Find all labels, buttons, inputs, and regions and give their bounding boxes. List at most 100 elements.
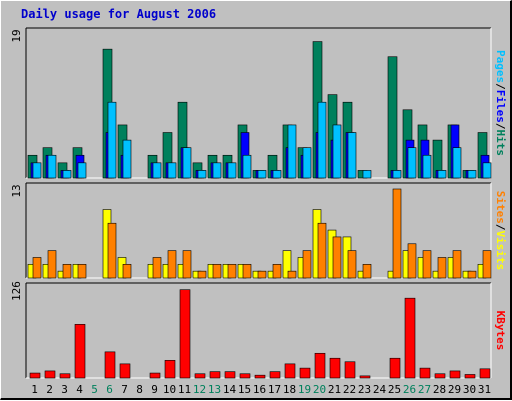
bar-pages-day-3 (62, 170, 72, 179)
x-tick-label-9: 9 (151, 383, 158, 396)
x-tick-label-14: 14 (223, 383, 237, 396)
x-tick-label-15: 15 (238, 383, 251, 396)
bar-sites-day-19 (302, 250, 312, 279)
bar-sites-day-17 (272, 264, 282, 279)
bar-kbytes-day-12 (194, 373, 206, 379)
bar-kbytes-day-22 (344, 361, 356, 379)
bar-pages-day-1 (32, 162, 42, 179)
bar-pages-day-19 (302, 147, 312, 179)
legend-bottom-part-1: KBytes (494, 311, 507, 351)
bar-kbytes-day-3 (59, 373, 71, 379)
x-tick-label-3: 3 (61, 383, 68, 396)
x-tick-label-24: 24 (373, 383, 387, 396)
x-tick-label-18: 18 (283, 383, 296, 396)
bar-pages-day-27 (422, 154, 432, 179)
bar-sites-day-9 (152, 257, 162, 279)
bar-pages-day-21 (332, 124, 342, 179)
x-tick-label-19: 19 (298, 383, 311, 396)
legend-middle-part-3: Visits (494, 231, 507, 271)
x-tick-label-29: 29 (448, 383, 461, 396)
bar-pages-day-31 (482, 162, 492, 179)
x-tick-label-8: 8 (136, 383, 143, 396)
bar-pages-day-20 (317, 101, 327, 179)
bar-hits-day-25 (387, 56, 398, 179)
legend-top: Pages/Files/Hits (494, 50, 507, 156)
x-tick-label-2: 2 (46, 383, 53, 396)
bar-pages-day-18 (287, 124, 297, 179)
bar-sites-day-3 (62, 264, 72, 279)
bar-pages-day-11 (182, 147, 192, 179)
bar-sites-day-10 (167, 250, 177, 279)
x-tick-label-6: 6 (106, 383, 113, 396)
bar-pages-day-6 (107, 101, 117, 179)
bar-sites-day-12 (197, 270, 207, 279)
bar-pages-day-15 (242, 154, 252, 179)
bar-sites-day-18 (287, 270, 297, 279)
x-tick-label-4: 4 (76, 383, 83, 396)
bar-kbytes-day-14 (224, 371, 236, 379)
bar-sites-day-7 (122, 264, 132, 279)
bar-kbytes-day-25 (389, 357, 401, 379)
bar-sites-day-30 (467, 270, 477, 279)
bar-kbytes-day-10 (164, 360, 176, 379)
panel-3-ymax-label: 126 (10, 281, 23, 301)
x-tick-label-17: 17 (268, 383, 281, 396)
bar-sites-day-25 (392, 188, 402, 279)
bar-pages-day-29 (452, 147, 462, 179)
x-tick-label-11: 11 (178, 383, 191, 396)
bar-sites-day-6 (107, 222, 117, 279)
bar-sites-day-15 (242, 264, 252, 279)
x-tick-label-23: 23 (358, 383, 371, 396)
bar-kbytes-day-6 (104, 351, 116, 379)
legend-middle: Sites/Visits (494, 191, 507, 271)
bar-sites-day-13 (212, 264, 222, 279)
bar-kbytes-day-20 (314, 352, 326, 379)
x-tick-label-20: 20 (313, 383, 326, 396)
bar-kbytes-day-29 (449, 370, 461, 379)
legend-top-part-3: Files (494, 90, 507, 123)
x-tick-label-10: 10 (163, 383, 176, 396)
bar-pages-day-2 (47, 154, 57, 179)
bar-kbytes-day-31 (479, 368, 491, 379)
bar-kbytes-day-1 (29, 372, 41, 379)
bar-sites-day-26 (407, 243, 417, 279)
x-tick-label-7: 7 (121, 383, 128, 396)
bar-kbytes-day-15 (239, 373, 251, 379)
bar-sites-day-16 (257, 270, 267, 279)
bar-sites-day-21 (332, 236, 342, 279)
bar-kbytes-day-19 (299, 367, 311, 379)
bar-pages-day-13 (212, 162, 222, 179)
bar-kbytes-day-27 (419, 367, 431, 379)
bar-pages-day-9 (152, 162, 162, 179)
bar-kbytes-day-18 (284, 363, 296, 379)
legend-top-part-4: / (494, 123, 507, 130)
chart-title: Daily usage for August 2006 (21, 7, 216, 21)
x-tick-label-5: 5 (91, 383, 98, 396)
x-tick-label-13: 13 (208, 383, 221, 396)
bar-kbytes-day-4 (74, 324, 86, 379)
bar-sites-day-11 (182, 250, 192, 279)
legend-top-part-5: Hits (494, 130, 507, 157)
x-tick-label-21: 21 (328, 383, 341, 396)
bar-pages-day-7 (122, 139, 132, 179)
bar-kbytes-day-23 (359, 375, 371, 379)
bar-pages-day-12 (197, 170, 207, 179)
bar-pages-day-17 (272, 170, 282, 179)
bar-sites-day-14 (227, 264, 237, 279)
x-tick-label-27: 27 (418, 383, 431, 396)
bar-kbytes-day-21 (329, 357, 341, 379)
bar-pages-day-14 (227, 162, 237, 179)
bar-kbytes-day-30 (464, 374, 476, 379)
bar-pages-day-28 (437, 170, 447, 179)
legend-middle-part-2: / (494, 224, 507, 231)
bar-sites-day-27 (422, 250, 432, 279)
panel-1-ymax-label: 19 (10, 29, 23, 42)
bar-sites-day-1 (32, 257, 42, 279)
panel-3-area (26, 283, 491, 378)
x-tick-label-26: 26 (403, 383, 416, 396)
bar-pages-day-26 (407, 147, 417, 179)
bar-pages-day-10 (167, 162, 177, 179)
legend-bottom: KBytes (494, 311, 507, 351)
